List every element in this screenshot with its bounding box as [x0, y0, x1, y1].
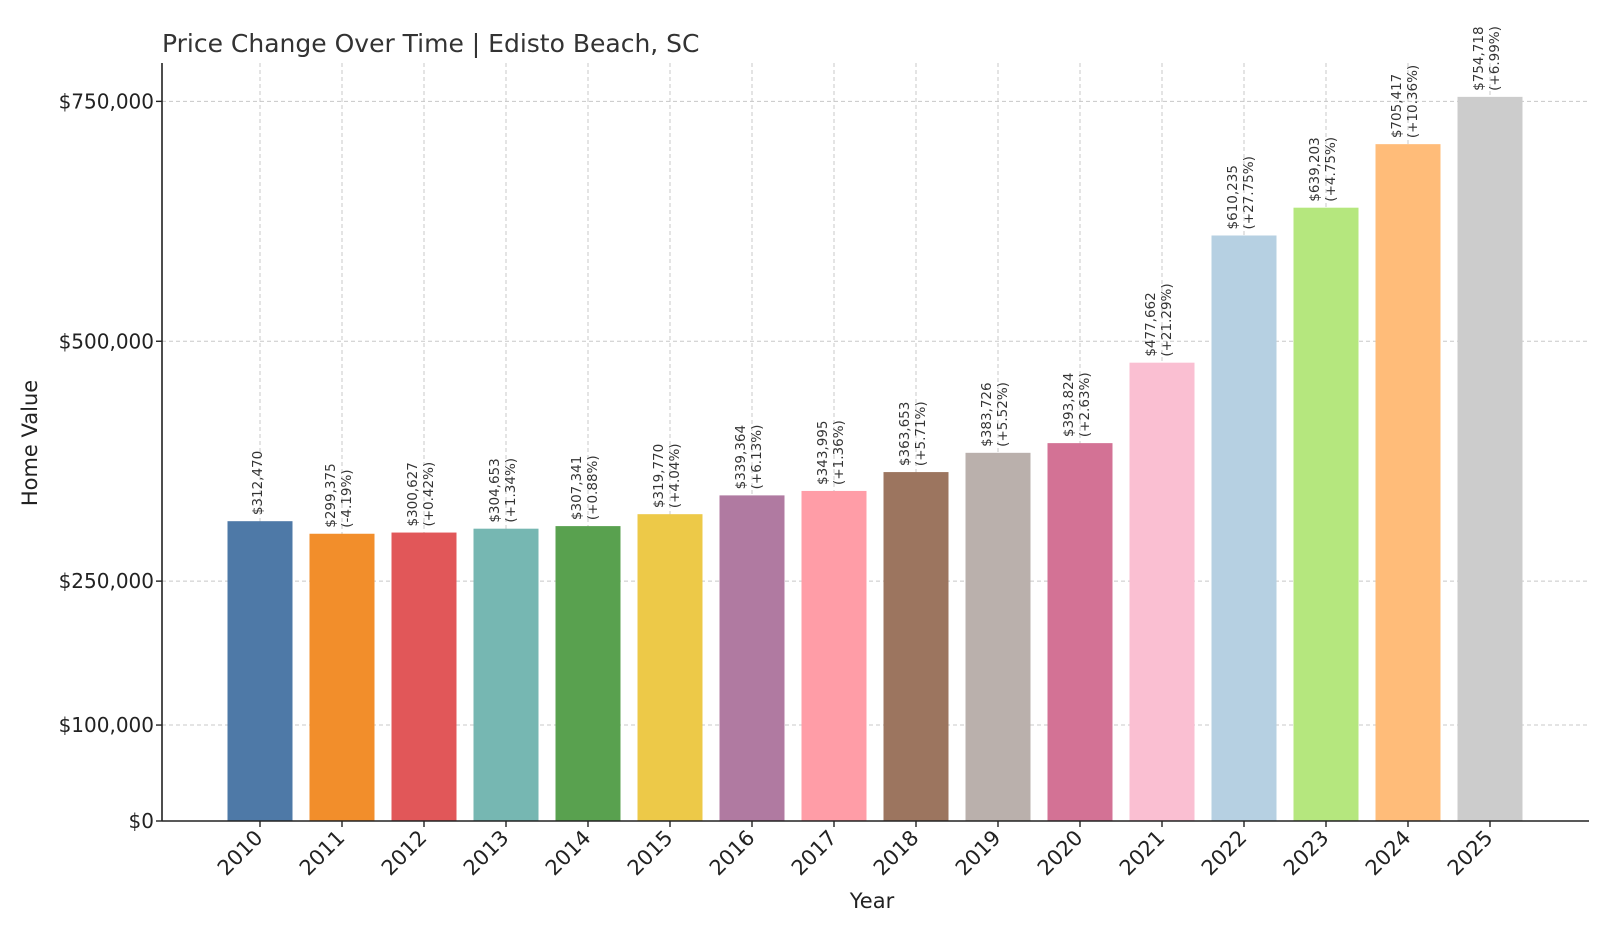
- change-label: (+27.75%): [1241, 156, 1257, 229]
- bar-2013: [473, 528, 539, 821]
- value-label: $300,627: [405, 462, 421, 526]
- value-label: $363,653: [897, 402, 913, 466]
- bar-2021: [1129, 362, 1195, 821]
- bar-2012: [391, 532, 457, 821]
- bar-2014: [555, 526, 621, 821]
- bar-2020: [1047, 443, 1113, 821]
- change-label: (+4.04%): [667, 443, 683, 508]
- y-tick-label: $750,000: [59, 89, 154, 113]
- value-label: $343,995: [815, 421, 831, 485]
- change-label: (-4.19%): [339, 469, 355, 527]
- x-tick-label: 2011: [295, 826, 350, 881]
- x-ticks: 2010 2011 2012 2013 2014 2015 2016 2017 2018 2019…: [213, 821, 1498, 880]
- bar-2016: [719, 495, 785, 821]
- bar-2011: [309, 533, 375, 821]
- change-label: (+5.71%): [913, 401, 929, 466]
- x-tick-label: 2013: [459, 826, 514, 881]
- change-label: (+0.88%): [585, 455, 601, 520]
- y-tick-label: $250,000: [59, 569, 154, 593]
- x-tick-label: 2014: [541, 826, 596, 881]
- value-label: $610,235: [1225, 165, 1241, 229]
- bar-2025: [1457, 96, 1523, 822]
- bar-2022: [1211, 235, 1277, 821]
- change-label: (+4.75%): [1323, 137, 1339, 202]
- bar-2019: [965, 452, 1031, 821]
- data-labels: $312,470 $299,375 (-4.19%) $300,627 (+0.42%)…: [250, 26, 1503, 528]
- bar-2024: [1375, 144, 1441, 821]
- y-ticks: $0 $100,000 $250,000 $500,000 $750,000: [59, 89, 162, 833]
- x-tick-label: 2019: [951, 826, 1006, 881]
- x-tick-label: 2017: [787, 826, 842, 881]
- change-label: (+5.52%): [995, 382, 1011, 447]
- x-tick-label: 2023: [1279, 826, 1334, 881]
- value-label: $477,662: [1143, 292, 1159, 356]
- change-label: (+2.63%): [1077, 372, 1093, 437]
- y-tick-label: $500,000: [59, 329, 154, 353]
- y-tick-label: $100,000: [59, 713, 154, 737]
- bars: [227, 96, 1523, 822]
- value-label: $319,770: [651, 444, 667, 508]
- y-tick-label: $0: [129, 809, 154, 833]
- change-label: (+0.42%): [421, 462, 437, 527]
- value-label: $304,653: [487, 458, 503, 522]
- value-label: $339,364: [733, 425, 749, 489]
- bar-2010: [227, 521, 293, 821]
- x-tick-label: 2022: [1197, 826, 1252, 881]
- change-label: (+6.99%): [1487, 26, 1503, 91]
- y-axis-label: Home Value: [18, 380, 42, 506]
- bar-2023: [1293, 207, 1359, 821]
- value-label: $639,203: [1307, 137, 1323, 201]
- chart-title: Price Change Over Time | Edisto Beach, S…: [162, 29, 700, 58]
- value-label: $307,341: [569, 456, 585, 520]
- x-tick-label: 2016: [705, 826, 760, 881]
- x-tick-label: 2018: [869, 826, 924, 881]
- change-label: (+10.36%): [1405, 65, 1421, 138]
- change-label: (+1.36%): [831, 420, 847, 485]
- x-tick-label: 2021: [1115, 826, 1170, 881]
- bar-2018: [883, 472, 949, 821]
- change-label: (+21.29%): [1159, 283, 1175, 356]
- value-label: $383,726: [979, 382, 995, 446]
- value-label: $299,375: [323, 463, 339, 527]
- value-label: $754,718: [1471, 26, 1487, 90]
- x-axis-label: Year: [849, 889, 895, 913]
- x-tick-label: 2020: [1033, 826, 1088, 881]
- bar-2015: [637, 514, 703, 821]
- x-tick-label: 2025: [1443, 826, 1498, 881]
- x-tick-label: 2015: [623, 826, 678, 881]
- x-tick-label: 2012: [377, 826, 432, 881]
- value-label: $312,470: [250, 451, 266, 515]
- change-label: (+6.13%): [749, 425, 765, 490]
- value-label: $393,824: [1061, 373, 1077, 437]
- x-tick-label: 2024: [1361, 826, 1416, 881]
- axes: [161, 63, 1589, 822]
- x-tick-label: 2010: [213, 826, 268, 881]
- value-label: $705,417: [1389, 74, 1405, 138]
- bar-2017: [801, 490, 867, 821]
- change-label: (+1.34%): [503, 458, 519, 523]
- gridlines: [162, 63, 1589, 821]
